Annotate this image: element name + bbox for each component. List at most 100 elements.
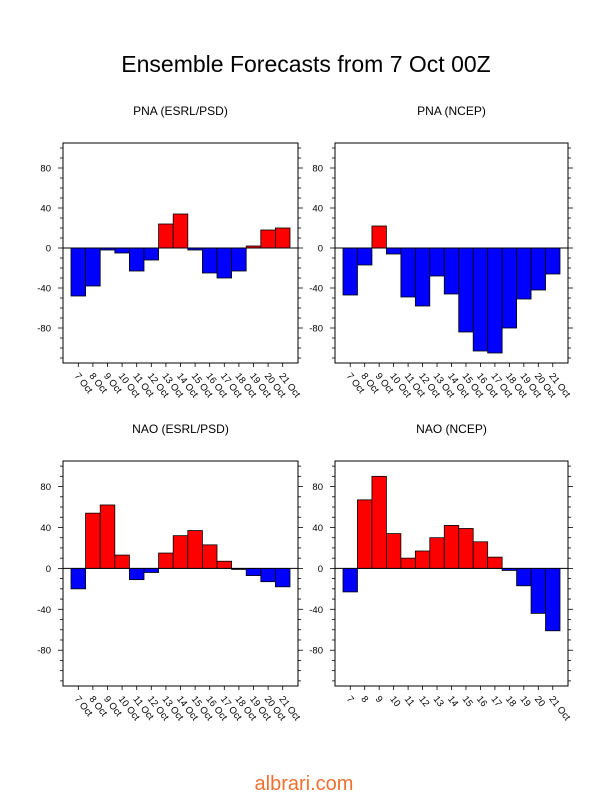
bar-20 — [530, 567, 546, 614]
y-tick-label: 80 — [312, 482, 323, 493]
bar-16-oct — [201, 544, 218, 569]
bar-17-oct — [216, 247, 233, 279]
bar-14-oct — [172, 535, 189, 569]
bar-9-oct — [371, 225, 387, 249]
bar-21-oct — [545, 567, 561, 632]
figure-title: Ensemble Forecasts from 7 Oct 00Z — [121, 51, 490, 77]
bar-13-oct — [158, 552, 174, 569]
chart-panel-4: NAO (NCEP) -80 -40 0 40 80 7 8 9 10 11 12 13 14 15 16 17… — [309, 422, 573, 723]
bar-17-oct — [216, 560, 233, 569]
bar-11-oct — [128, 247, 145, 272]
bar-10-oct — [114, 554, 130, 569]
bar-8-oct — [85, 512, 101, 569]
bar-8-oct — [85, 247, 101, 287]
bar-16 — [472, 541, 489, 569]
y-tick-label: -80 — [37, 646, 51, 657]
bar-12 — [414, 550, 431, 569]
bar-15-oct — [187, 530, 203, 569]
bar-18-oct — [231, 247, 247, 272]
bar-14-oct — [443, 247, 460, 295]
x-tick-label: 9 — [373, 694, 385, 705]
y-tick-label: -80 — [309, 324, 323, 335]
x-tick-label: 19 — [517, 694, 532, 709]
bar-21-oct — [274, 567, 291, 588]
bar-17-oct — [487, 247, 503, 354]
bar-12-oct — [414, 247, 431, 307]
bar-16-oct — [201, 247, 218, 274]
y-tick-label: -40 — [309, 605, 323, 616]
x-tick-label: 11 — [402, 694, 417, 709]
y-tick-label: 40 — [40, 523, 51, 534]
bar-14-oct — [172, 213, 189, 249]
bar-21-oct — [274, 227, 291, 249]
y-tick-label: -40 — [37, 284, 51, 295]
bar-19-oct — [516, 247, 532, 300]
bar-10-oct — [114, 247, 130, 254]
bar-10 — [385, 533, 402, 569]
x-tick-label: 7 — [344, 694, 356, 705]
y-tick-label: 80 — [40, 164, 51, 175]
bar-11 — [400, 557, 416, 569]
bar-7-oct — [342, 247, 358, 296]
bar-17 — [487, 556, 503, 569]
y-tick-label: -80 — [37, 324, 51, 335]
bar-15-oct — [458, 247, 474, 333]
panel-title: PNA (NCEP) — [417, 104, 486, 118]
y-tick-label: 40 — [312, 204, 323, 215]
y-tick-label: 0 — [318, 244, 323, 255]
bar-7-oct — [70, 567, 87, 590]
bar-12-oct — [143, 247, 160, 261]
y-tick-label: 40 — [40, 204, 51, 215]
x-tick-label: 10 — [387, 694, 402, 709]
x-tick-label: 8 — [358, 694, 370, 705]
x-tick-label: 21 Oct — [546, 694, 572, 723]
bar-12-oct — [143, 567, 160, 573]
y-tick-label: 40 — [312, 523, 323, 534]
bar-20-oct — [530, 247, 546, 291]
bar-11-oct — [400, 247, 416, 298]
bar-21-oct — [545, 247, 561, 275]
bar-8-oct — [357, 247, 373, 266]
bar-10-oct — [385, 247, 402, 255]
bar-11-oct — [128, 567, 145, 581]
bar-7 — [342, 567, 358, 593]
y-tick-label: -40 — [37, 605, 51, 616]
bar-13-oct — [158, 223, 174, 249]
x-tick-label: 14 — [445, 694, 460, 709]
bar-19-oct — [245, 567, 262, 576]
bar-7-oct — [70, 247, 87, 297]
x-tick-label: 18 — [503, 694, 518, 709]
y-tick-label: 80 — [312, 164, 323, 175]
x-tick-label: 20 — [532, 694, 547, 709]
x-tick-label: 15 — [460, 694, 475, 709]
bar-13 — [429, 537, 445, 569]
y-tick-label: 0 — [46, 564, 51, 575]
bar-20-oct — [260, 567, 276, 583]
bar-20-oct — [260, 229, 276, 249]
x-tick-label: 12 — [416, 694, 431, 709]
bar-8 — [357, 499, 373, 569]
bar-9-oct — [99, 504, 116, 569]
watermark: albrari.com — [255, 773, 354, 792]
bar-14 — [443, 525, 460, 569]
panel-title: PNA (ESRL/PSD) — [133, 104, 228, 118]
x-tick-label: 17 — [489, 694, 504, 709]
y-tick-label: -80 — [309, 646, 323, 657]
panel-title: NAO (ESRL/PSD) — [132, 422, 229, 436]
y-tick-label: 80 — [40, 482, 51, 493]
panel-title: NAO (NCEP) — [416, 422, 487, 436]
bar-19 — [516, 567, 532, 587]
bar-16-oct — [472, 247, 489, 352]
y-tick-label: 0 — [318, 564, 323, 575]
bar-18-oct — [501, 247, 518, 329]
y-tick-label: -40 — [309, 284, 323, 295]
bar-13-oct — [429, 247, 445, 277]
bar-9 — [371, 475, 387, 569]
y-tick-label: 0 — [46, 244, 51, 255]
bar-15 — [458, 528, 474, 569]
